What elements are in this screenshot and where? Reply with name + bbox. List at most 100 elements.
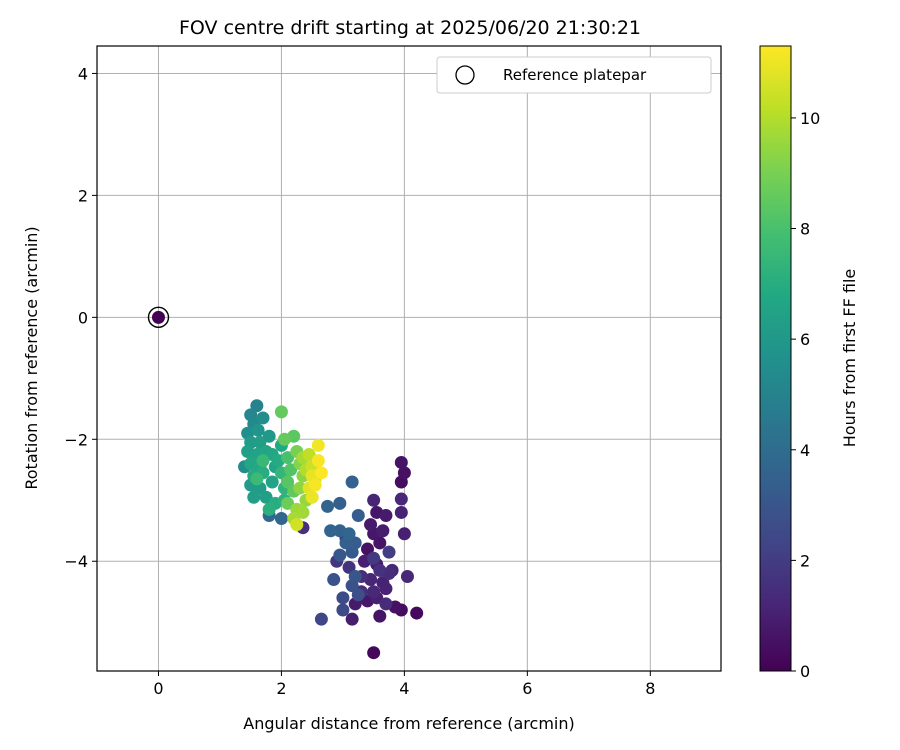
- x-tick-label: 0: [153, 679, 163, 698]
- data-point: [394, 455, 408, 469]
- data-point: [367, 646, 381, 660]
- x-tick-label: 8: [645, 679, 655, 698]
- data-point: [274, 512, 288, 526]
- grid-lines: [97, 46, 721, 671]
- colorbar-label: Hours from first FF file: [840, 269, 859, 448]
- data-point: [376, 524, 390, 538]
- data-point: [305, 490, 319, 504]
- data-point: [394, 505, 408, 519]
- data-point: [265, 475, 279, 489]
- data-point: [364, 518, 378, 532]
- data-point: [397, 527, 411, 541]
- x-tick-label: 4: [399, 679, 409, 698]
- data-point: [321, 499, 335, 513]
- y-axis-label: Rotation from reference (arcmin): [22, 226, 41, 489]
- data-point: [296, 505, 310, 519]
- plot-frame: [96, 45, 722, 672]
- data-point: [367, 551, 381, 565]
- data-point: [342, 560, 356, 574]
- legend-label-reference: Reference platepar: [503, 66, 647, 84]
- data-point: [345, 612, 359, 626]
- colorbar-ticks: 0 2 4 6 8 10: [791, 109, 820, 681]
- data-point: [278, 432, 292, 446]
- data-point: [351, 509, 365, 523]
- legend-marker-reference: [455, 65, 475, 85]
- data-point: [256, 454, 270, 468]
- legend-box: [436, 56, 712, 94]
- data-point: [281, 496, 295, 510]
- x-tick-label: 6: [522, 679, 532, 698]
- reference-marker: [147, 306, 170, 329]
- data-point: [373, 609, 387, 623]
- colorbar-tick-label: 4: [800, 441, 810, 460]
- scatter-points: [238, 399, 424, 660]
- legend: Reference platepar: [436, 56, 712, 94]
- y-tick-label: 0: [78, 308, 88, 327]
- data-point: [394, 492, 408, 506]
- data-point: [373, 563, 387, 577]
- data-point: [361, 542, 375, 556]
- data-point: [259, 490, 273, 504]
- data-point: [324, 524, 338, 538]
- colorbar-tick-label: 0: [800, 662, 810, 681]
- y-tick-label: −2: [64, 430, 88, 449]
- data-point: [256, 411, 270, 425]
- colorbar-tick-label: 8: [800, 220, 810, 239]
- data-point: [379, 509, 393, 523]
- data-point: [314, 466, 328, 480]
- data-point: [333, 548, 347, 562]
- data-point: [250, 472, 264, 486]
- data-point: [308, 478, 322, 492]
- data-point: [281, 451, 295, 465]
- colorbar-tick-label: 10: [800, 109, 820, 128]
- data-point: [400, 569, 414, 583]
- data-point: [379, 597, 393, 611]
- data-point: [262, 429, 276, 443]
- data-point: [327, 573, 341, 587]
- data-point: [290, 518, 304, 532]
- x-tick-label: 2: [276, 679, 286, 698]
- data-point: [345, 475, 359, 489]
- data-point: [397, 466, 411, 480]
- y-axis-ticks: 4 2 0 −2 −4: [64, 64, 97, 571]
- data-point: [247, 490, 261, 504]
- data-point: [367, 585, 381, 599]
- reference-point-fill: [151, 310, 165, 324]
- y-tick-label: 4: [78, 64, 88, 83]
- data-point: [410, 606, 424, 620]
- colorbar-tick-label: 6: [800, 330, 810, 349]
- data-point: [336, 591, 350, 605]
- data-point: [293, 481, 307, 495]
- x-axis-ticks: 0 2 4 6 8: [153, 671, 655, 698]
- y-tick-label: −4: [64, 552, 88, 571]
- data-point: [250, 399, 264, 413]
- data-point: [314, 612, 328, 626]
- data-point: [253, 435, 267, 449]
- data-point: [262, 502, 276, 516]
- data-point: [284, 463, 298, 477]
- data-point: [311, 438, 325, 452]
- data-point: [351, 588, 365, 602]
- data-point: [251, 423, 265, 437]
- x-axis-label: Angular distance from reference (arcmin): [243, 714, 574, 733]
- chart-title: FOV centre drift starting at 2025/06/20 …: [179, 17, 641, 39]
- data-point: [342, 527, 356, 541]
- data-point: [311, 454, 325, 468]
- y-tick-label: 2: [78, 186, 88, 205]
- data-point: [382, 545, 396, 559]
- reference-point-ring: [147, 306, 170, 329]
- data-point: [274, 405, 288, 419]
- data-point: [373, 536, 387, 550]
- colorbar: 0 2 4 6 8 10 Hours from first FF file: [759, 45, 859, 681]
- data-point: [281, 475, 295, 489]
- data-point: [348, 536, 362, 550]
- data-point: [376, 576, 390, 590]
- data-point: [336, 603, 350, 617]
- colorbar-tick-label: 2: [800, 551, 810, 570]
- colorbar-gradient: [759, 45, 792, 672]
- data-point: [367, 493, 381, 507]
- data-point: [348, 569, 362, 583]
- data-point: [333, 496, 347, 510]
- data-point: [302, 448, 316, 462]
